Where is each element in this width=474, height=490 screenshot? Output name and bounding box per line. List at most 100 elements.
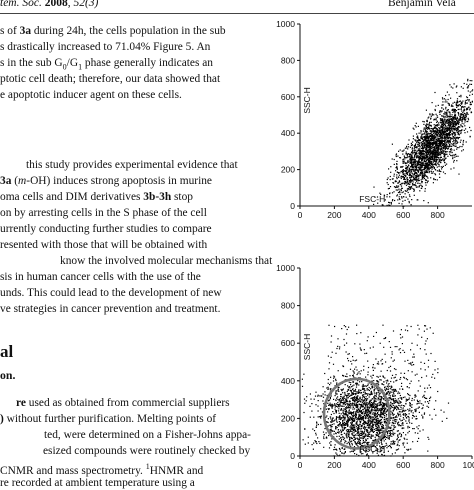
scatter-point	[344, 398, 345, 399]
scatter-point	[423, 150, 424, 151]
scatter-point	[335, 391, 336, 392]
scatter-point	[428, 139, 429, 140]
scatter-point	[345, 409, 346, 410]
scatter-point	[435, 361, 436, 362]
scatter-point	[402, 192, 403, 193]
scatter-point	[378, 455, 379, 456]
scatter-point	[407, 360, 408, 361]
scatter-point	[373, 364, 374, 365]
scatter-point	[377, 404, 378, 405]
scatter-point	[349, 396, 350, 397]
y-tick-label: 600	[281, 92, 295, 102]
scatter-point	[418, 401, 419, 402]
scatter-point	[411, 152, 412, 153]
scatter-point	[467, 121, 468, 122]
scatter-point	[442, 101, 443, 102]
scatter-point	[430, 162, 431, 163]
scatter-point	[395, 187, 396, 188]
para2-line: unds. This could lead to the development…	[0, 286, 222, 300]
scatter-point	[453, 167, 454, 168]
scatter-point	[404, 438, 405, 439]
scatter-point	[444, 160, 445, 161]
scatter-point	[372, 398, 373, 399]
scatter-point	[420, 140, 421, 141]
scatter-point	[401, 397, 402, 398]
scatter-point	[354, 453, 355, 454]
text-segment: re	[16, 397, 26, 409]
scatter-point	[429, 135, 430, 136]
scatter-point	[455, 142, 456, 143]
scatter-point	[442, 105, 443, 106]
scatter-point	[412, 167, 413, 168]
scatter-point	[347, 407, 348, 408]
scatter-point	[461, 86, 462, 87]
scatter-point	[415, 170, 416, 171]
scatter-point	[324, 373, 325, 374]
scatter-point	[385, 390, 386, 391]
scatter-point	[393, 417, 394, 418]
flow-cytometry-plot-lower: 0200400600800100002004006008001000FSC-HS…	[250, 258, 474, 474]
scatter-point	[425, 401, 426, 402]
scatter-point	[412, 188, 413, 189]
scatter-point	[391, 447, 392, 448]
scatter-point	[440, 110, 441, 111]
scatter-point	[396, 409, 397, 410]
scatter-point	[348, 403, 349, 404]
scatter-point	[411, 187, 412, 188]
scatter-point	[339, 413, 340, 414]
text-segment: 3a	[0, 175, 11, 187]
scatter-point	[341, 409, 342, 410]
scatter-point	[367, 418, 368, 419]
scatter-point	[428, 360, 429, 361]
scatter-point	[456, 102, 457, 103]
scatter-point	[358, 435, 359, 436]
scatter-point	[354, 397, 355, 398]
scatter-point	[429, 154, 430, 155]
scatter-point	[362, 413, 363, 414]
scatter-point	[428, 202, 429, 203]
scatter-point	[375, 437, 376, 438]
scatter-point	[441, 115, 442, 116]
scatter-point	[416, 187, 417, 188]
scatter-point	[339, 346, 340, 347]
scatter-point	[456, 107, 457, 108]
scatter-point	[421, 166, 422, 167]
scatter-point	[458, 124, 459, 125]
scatter-point	[399, 409, 400, 410]
scatter-point	[389, 393, 390, 394]
scatter-point	[402, 336, 403, 337]
scatter-point	[321, 396, 322, 397]
text-segment: 3a	[20, 25, 31, 37]
scatter-point	[315, 404, 316, 405]
scatter-point	[445, 126, 446, 127]
scatter-point	[361, 370, 362, 371]
scatter-point	[442, 132, 443, 133]
scatter-point	[390, 404, 391, 405]
scatter-point	[463, 149, 464, 150]
scatter-point	[394, 427, 395, 428]
scatter-point	[431, 122, 432, 123]
scatter-point	[324, 391, 325, 392]
scatter-point	[329, 384, 330, 385]
scatter-point	[439, 112, 440, 113]
text-segment: urrently conducting further studies to c…	[0, 223, 212, 235]
scatter-point	[415, 147, 416, 148]
scatter-point	[420, 173, 421, 174]
x-tick-label: 800	[431, 460, 445, 470]
scatter-point	[469, 84, 470, 85]
scatter-point	[337, 422, 338, 423]
scatter-point	[328, 409, 329, 410]
text-segment: sis in human cancer cells with the use o…	[0, 271, 201, 283]
scatter-point	[395, 400, 396, 401]
scatter-point	[346, 373, 347, 374]
scatter-point	[418, 425, 419, 426]
scatter-point	[390, 443, 391, 444]
scatter-point	[347, 431, 348, 432]
scatter-point	[354, 369, 355, 370]
scatter-point	[374, 387, 375, 388]
scatter-point	[464, 113, 465, 114]
scatter-point	[392, 430, 393, 431]
scatter-point	[318, 424, 319, 425]
scatter-point	[415, 410, 416, 411]
scatter-point	[383, 398, 384, 399]
